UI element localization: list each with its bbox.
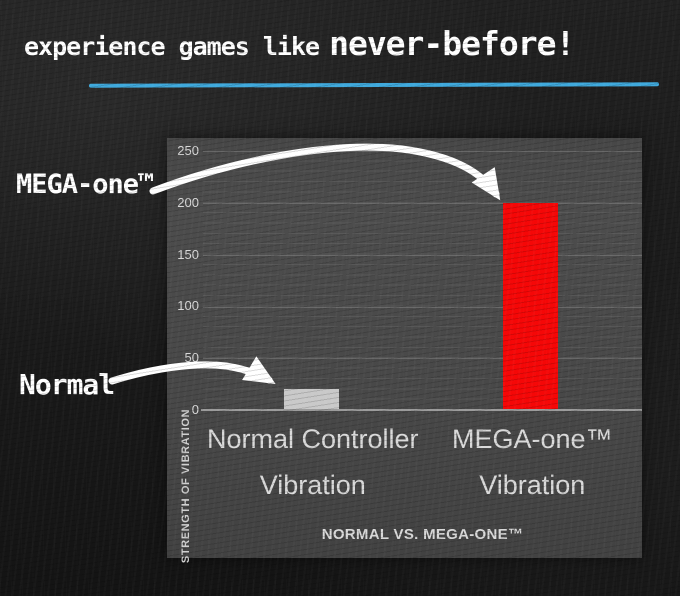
y-tick-250: 250 [177, 143, 199, 158]
title-underline-stroke [88, 82, 660, 88]
y-tick-100: 100 [177, 298, 199, 313]
y-tick-0: 0 [191, 402, 199, 417]
page-title: experience games like never-before! [24, 24, 664, 63]
bar-normal-vibration [284, 389, 339, 410]
category-normal-line2: Vibration [259, 470, 366, 500]
y-tick-50: 50 [184, 350, 199, 365]
category-mega-one: MEGA-one™ Vibration [423, 416, 643, 508]
category-mega-line1: MEGA-one™ [451, 424, 613, 454]
gridline-50 [203, 358, 642, 359]
mega-one-callout-label: MEGA-one™ [16, 169, 154, 200]
category-normal-controller: Normal Controller Vibration [203, 416, 423, 508]
x-axis-title: NORMAL VS. MEGA-ONE™ [321, 526, 524, 543]
gridline-200 [203, 203, 642, 204]
page-title-small: experience games like [24, 32, 320, 61]
category-mega-line2: Vibration [479, 470, 586, 500]
x-category-labels: Normal Controller Vibration MEGA-one™ Vi… [203, 416, 642, 508]
normal-callout-label: Normal [19, 368, 115, 401]
chart-gridlines [203, 151, 642, 410]
gridline-250 [203, 151, 642, 152]
gridline-100 [203, 307, 642, 308]
x-axis-line [201, 409, 642, 411]
y-tick-200: 200 [177, 195, 199, 210]
y-tick-150: 150 [177, 247, 199, 262]
gridline-150 [203, 255, 642, 256]
bar-mega-one-vibration [503, 203, 558, 410]
y-axis-title: STRENGTH OF VIBRATION [180, 408, 192, 564]
page-title-large: never-before! [329, 24, 575, 63]
category-normal-line1: Normal Controller [206, 424, 419, 454]
bar-chart-panel: 250 200 150 100 50 0 Normal Controller V… [167, 138, 642, 563]
